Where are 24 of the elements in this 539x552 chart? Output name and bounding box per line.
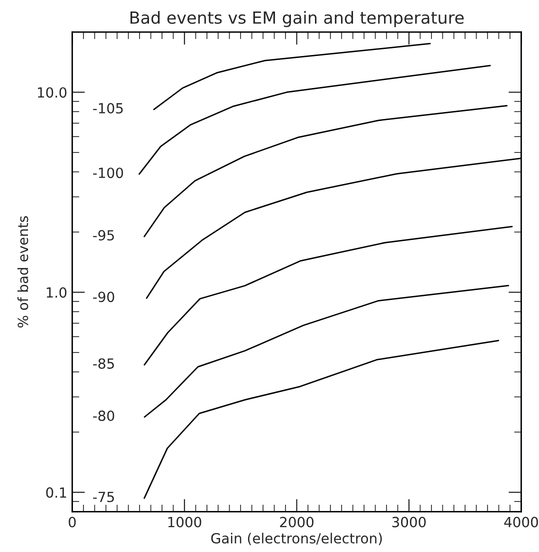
y-tick-label: 0.1 [46,487,66,498]
x-tick-label: 3000 [392,516,426,528]
line-series [144,340,500,499]
x-tick-label: 4000 [504,516,538,528]
x-tick-label: 1000 [168,516,202,528]
x-tick-label: 2000 [280,516,314,528]
x-tick-label: 0 [68,516,76,528]
line-series [138,64,491,175]
line-series [144,105,508,238]
text: -95 [93,230,114,241]
line-series [144,284,510,418]
text: -90 [93,292,114,302]
text: -75 [93,492,114,502]
y-tick-label: 10.0 [38,87,66,98]
chart-title: Bad events vs EM gain and temperature [130,11,464,28]
x-axis-title: Gain (electrons/electron) [211,532,382,546]
text: -80 [93,410,114,422]
y-tick-label: 1.0 [46,287,66,298]
line-series [144,226,513,366]
text: -105 [93,103,123,114]
line-series [153,42,431,110]
y-axis-title: % of bad events [17,216,28,328]
series-label: -100 [93,168,124,178]
text: -85 [93,358,114,369]
